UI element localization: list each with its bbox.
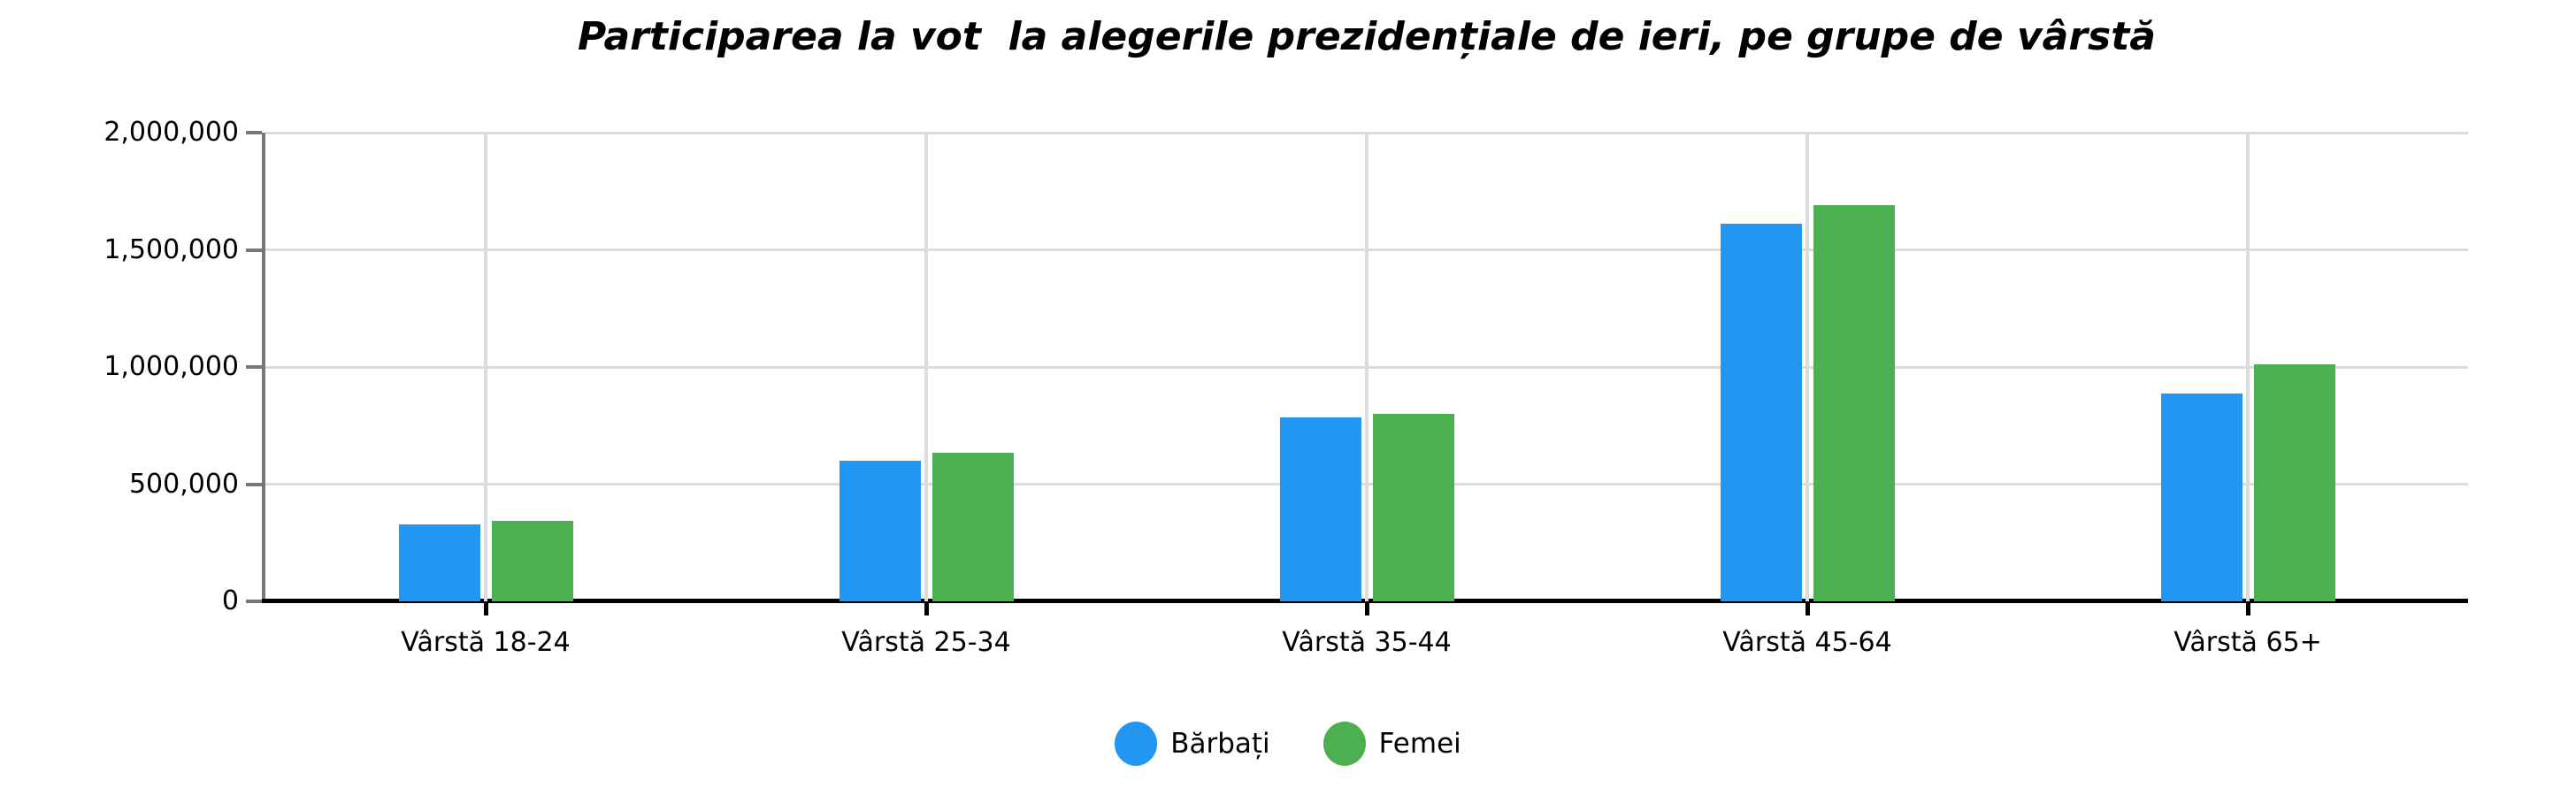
y-tick-label: 500,000 <box>128 468 239 500</box>
x-tick-label: Vârstă 25-34 <box>841 627 1011 658</box>
v-gridline <box>924 133 928 601</box>
y-axis-line <box>262 133 265 601</box>
plot-area <box>262 131 2468 603</box>
v-gridline <box>484 133 487 601</box>
legend-label: Bărbați <box>1170 728 1270 760</box>
bar-femei <box>1813 205 1895 601</box>
bar-femei <box>1372 414 1454 601</box>
bar-barbati <box>1279 417 1361 601</box>
x-tick-label: Vârstă 18-24 <box>401 627 571 658</box>
legend-label: Femei <box>1378 728 1461 760</box>
y-tick-label: 0 <box>221 585 239 616</box>
y-tick-label: 1,000,000 <box>104 351 239 382</box>
y-axis-tick <box>246 600 262 603</box>
bar-barbati <box>398 524 480 601</box>
y-tick-label: 1,500,000 <box>104 233 239 265</box>
v-gridline <box>2246 133 2250 601</box>
v-gridline <box>1806 133 1809 601</box>
x-tick-label: Vârstă 35-44 <box>1282 627 1452 658</box>
bar-barbati <box>839 461 921 601</box>
x-axis-tick <box>2245 601 2250 615</box>
bar-femei <box>491 520 573 601</box>
legend-item-femei: Femei <box>1322 722 1461 766</box>
bar-femei <box>932 452 1014 601</box>
y-axis-tick <box>246 482 262 486</box>
v-gridline <box>1365 133 1368 601</box>
x-axis-tick <box>1805 601 1810 615</box>
x-tick-label: Vârstă 65+ <box>2174 627 2322 658</box>
y-axis-tick <box>246 131 262 134</box>
chart-title: Participarea la vot la alegerile prezide… <box>578 14 2156 59</box>
bar-barbati <box>1720 224 1802 601</box>
legend-swatch-icon <box>1322 722 1366 766</box>
legend-swatch-icon <box>1115 722 1158 766</box>
y-tick-label: 2,000,000 <box>104 117 239 148</box>
x-axis-tick <box>1364 601 1369 615</box>
x-axis-tick <box>483 601 488 615</box>
bar-barbati <box>2160 394 2242 601</box>
x-axis-tick <box>924 601 929 615</box>
x-tick-label: Vârstă 45-64 <box>1722 627 1892 658</box>
y-axis-tick <box>246 248 262 252</box>
bar-femei <box>2253 364 2335 601</box>
legend: Bărbați Femei <box>0 722 2576 766</box>
y-axis-tick <box>246 365 262 369</box>
legend-item-barbati: Bărbați <box>1115 722 1270 766</box>
